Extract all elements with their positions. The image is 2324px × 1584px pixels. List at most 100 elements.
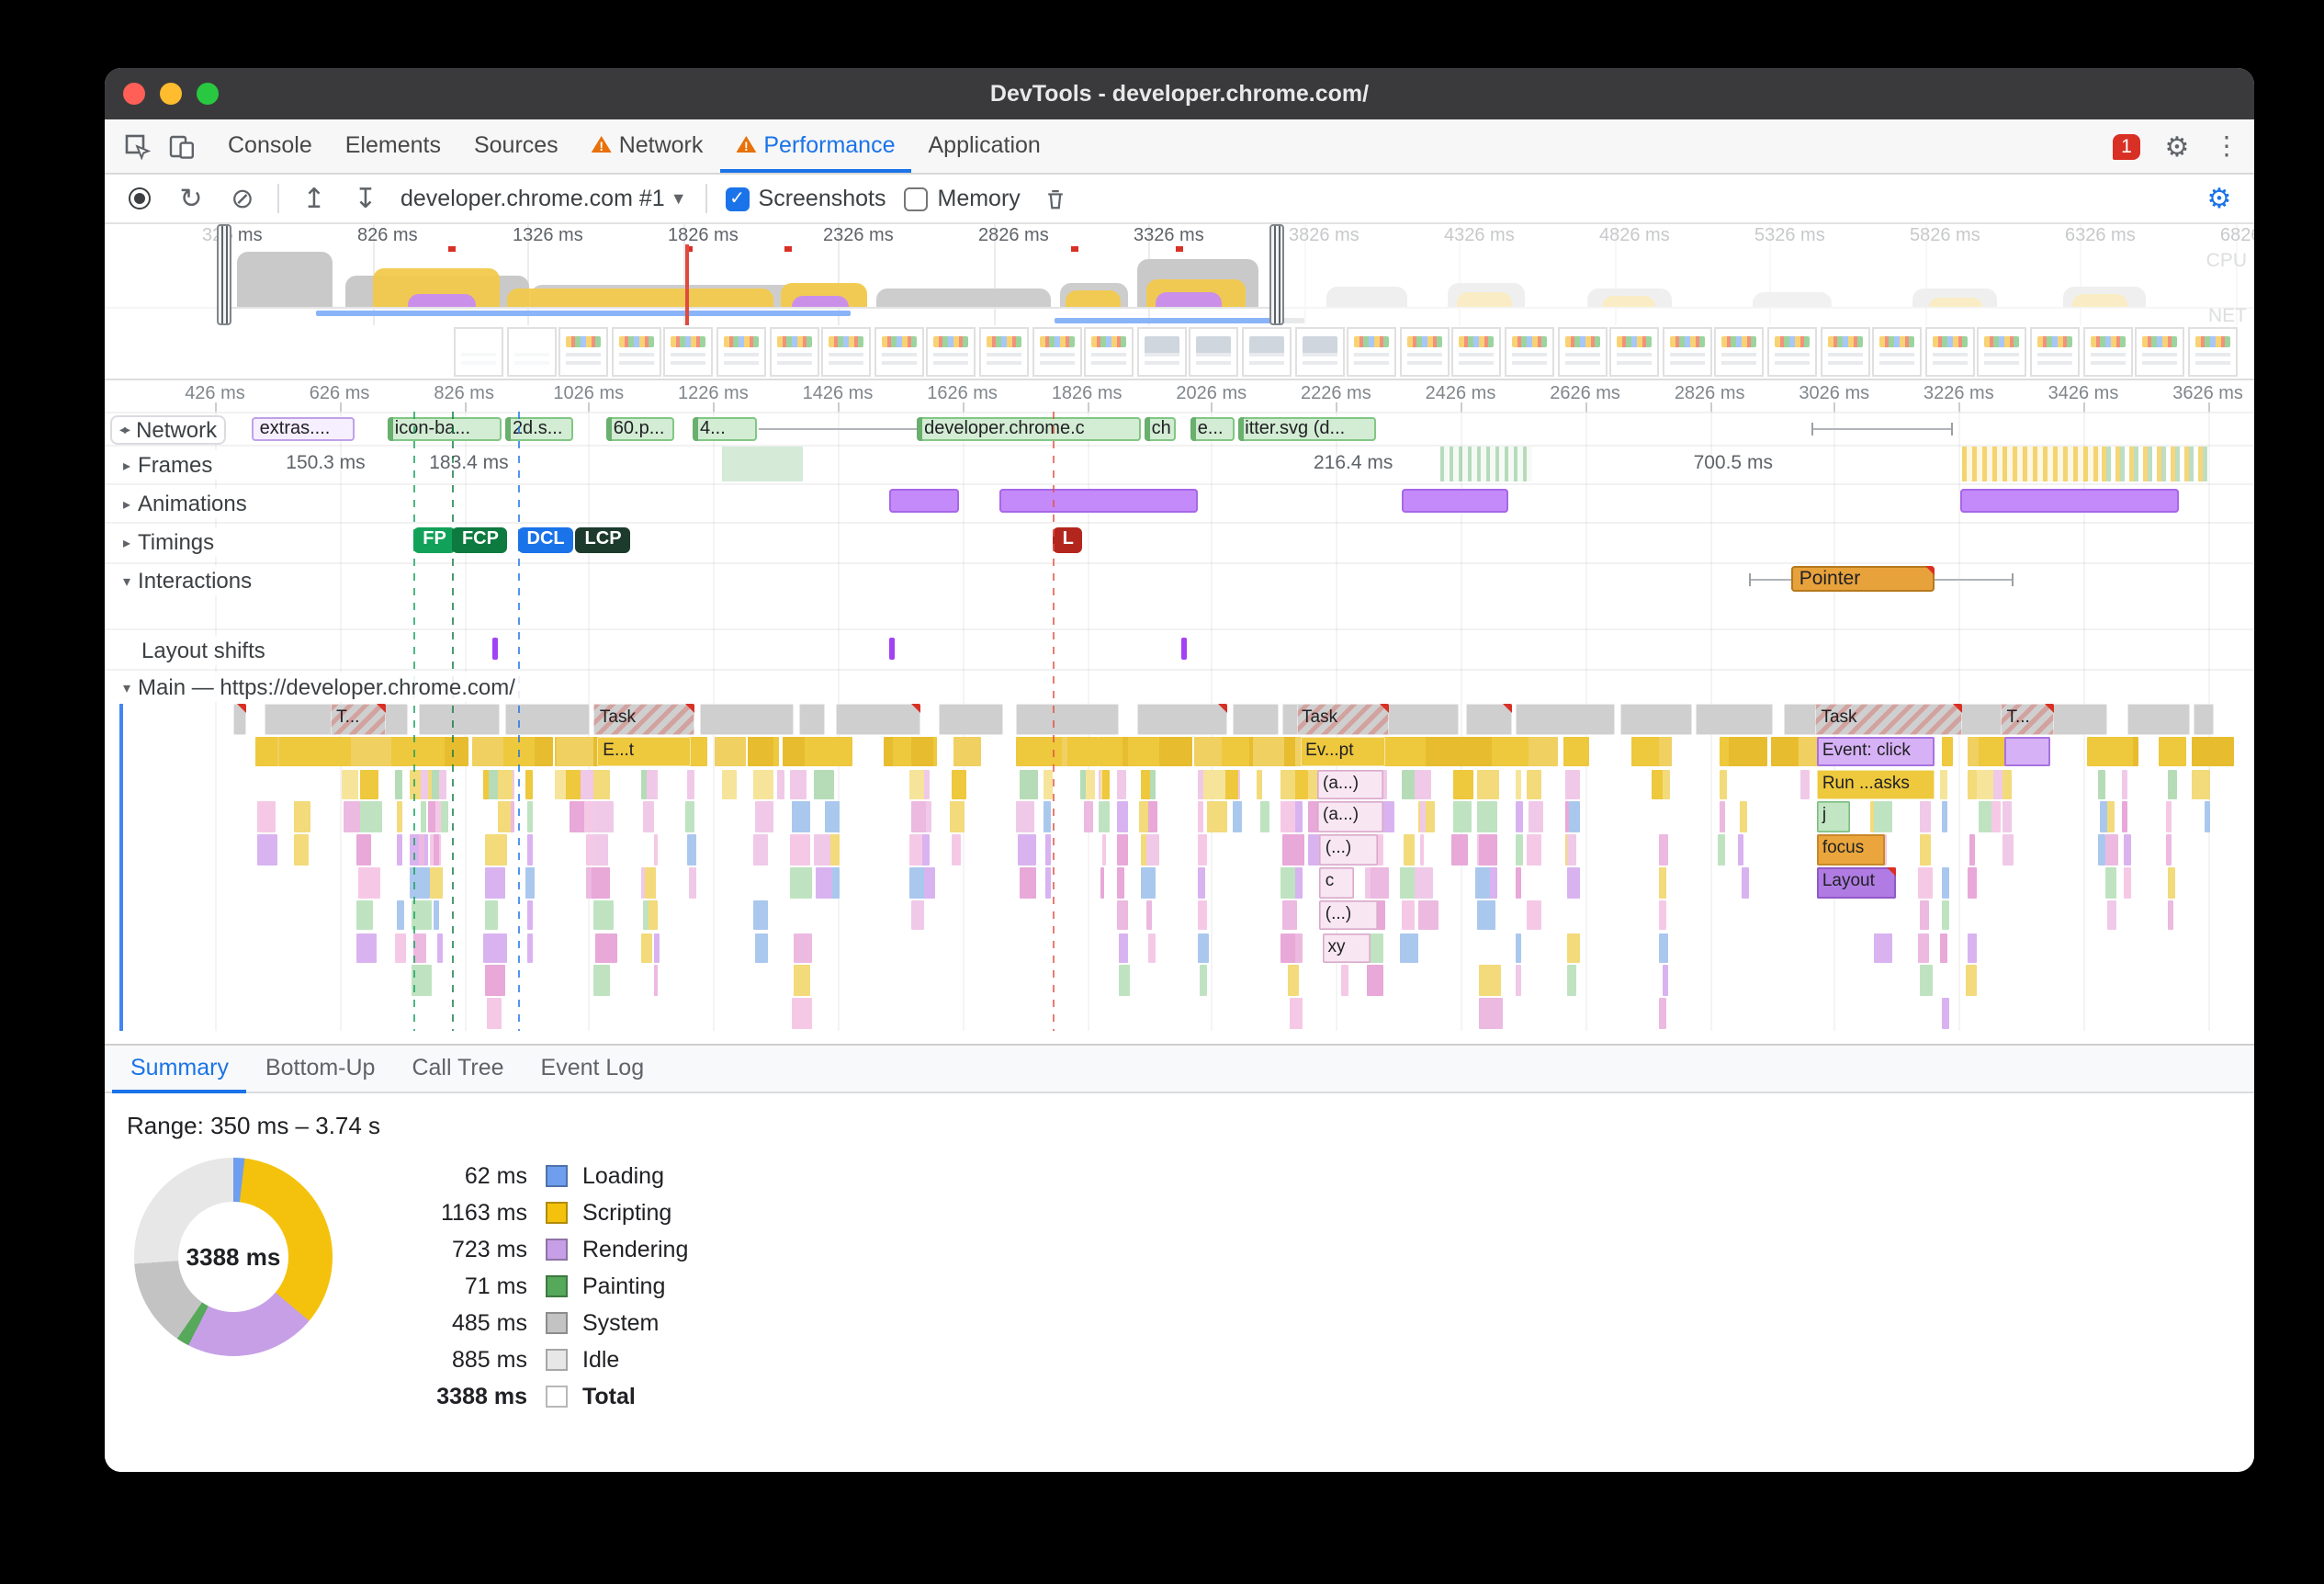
timing-badge-fcp[interactable]: FCP <box>452 527 508 553</box>
tab-console[interactable]: Console <box>211 119 329 173</box>
details-tab-event-log[interactable]: Event Log <box>540 1055 645 1081</box>
flame-event[interactable]: Task <box>593 704 694 734</box>
track-label-main[interactable]: ▾ Main — https://developer.chrome.com/ <box>116 673 523 702</box>
filmstrip-screenshot[interactable] <box>1084 327 1134 377</box>
track-label-frames[interactable]: ▸ Frames <box>116 450 220 480</box>
filmstrip-screenshot[interactable] <box>663 327 714 377</box>
flame-event[interactable]: Task <box>1296 704 1389 734</box>
capture-settings-icon[interactable]: ⚙ <box>2206 183 2232 214</box>
filmstrip-screenshot[interactable] <box>1505 327 1554 377</box>
filmstrip-screenshot[interactable] <box>769 327 819 377</box>
frame-block[interactable] <box>1961 447 2100 481</box>
network-request[interactable]: ch <box>1144 416 1176 440</box>
frame-block[interactable] <box>2101 447 2211 481</box>
flame-event[interactable]: (a...) <box>1317 801 1383 832</box>
filmstrip-screenshot[interactable] <box>1242 327 1292 377</box>
network-request[interactable]: extras.... <box>252 416 355 440</box>
filmstrip-screenshot[interactable] <box>1767 327 1817 377</box>
flame-event[interactable]: j <box>1816 801 1851 832</box>
network-request[interactable]: 2d.s... <box>504 416 573 440</box>
chevron-collapsed-icon[interactable]: ▸ <box>123 457 131 473</box>
load-profile-icon[interactable]: ↥ <box>302 183 326 214</box>
filmstrip-screenshot[interactable] <box>716 327 766 377</box>
animation-bar[interactable] <box>999 489 1198 513</box>
network-request[interactable]: itter.svg (d... <box>1237 416 1376 440</box>
frame-block[interactable] <box>1440 447 1532 481</box>
timing-badge-fp[interactable]: FP <box>413 527 456 553</box>
flame-event[interactable]: (...) <box>1319 834 1379 866</box>
layout-shift-mark[interactable] <box>888 638 895 660</box>
filmstrip-screenshot[interactable] <box>1399 327 1450 377</box>
animation-bar[interactable] <box>1960 489 2180 513</box>
close-button[interactable] <box>123 83 145 105</box>
overview-left-handle[interactable] <box>217 224 232 325</box>
flame-event[interactable]: T... <box>331 704 386 734</box>
filmstrip-screenshot[interactable] <box>2135 327 2185 377</box>
flame-event[interactable]: focus <box>1816 834 1886 866</box>
filmstrip-screenshot[interactable] <box>1924 327 1975 377</box>
filmstrip-screenshot[interactable] <box>1136 327 1187 377</box>
filmstrip-screenshot[interactable] <box>506 327 557 377</box>
track-label-network[interactable]: ◂▸ Network <box>110 415 227 445</box>
filmstrip-screenshot[interactable] <box>1189 327 1239 377</box>
filmstrip-screenshot[interactable] <box>821 327 872 377</box>
tab-elements[interactable]: Elements <box>329 119 457 173</box>
clear-recording-icon[interactable]: ⊘ <box>231 183 254 214</box>
filmstrip-screenshot[interactable] <box>2082 327 2133 377</box>
filmstrip-screenshot[interactable] <box>611 327 661 377</box>
flame-event[interactable]: Ev...pt <box>1300 736 1386 767</box>
inspect-icon[interactable] <box>116 119 160 173</box>
flame-event[interactable]: (a...) <box>1317 769 1383 800</box>
filmstrip-screenshot[interactable] <box>1609 327 1660 377</box>
details-tab-call-tree[interactable]: Call Tree <box>412 1055 504 1081</box>
filmstrip-screenshot[interactable] <box>926 327 976 377</box>
filmstrip-screenshot[interactable] <box>1294 327 1345 377</box>
overview-right-handle[interactable] <box>1269 224 1284 325</box>
details-tab-bottom-up[interactable]: Bottom-Up <box>265 1055 376 1081</box>
network-request[interactable]: e... <box>1190 416 1235 440</box>
flame-event[interactable] <box>2003 736 2050 767</box>
filmstrip-screenshot[interactable] <box>1977 327 2027 377</box>
filmstrip-screenshot[interactable] <box>1872 327 1923 377</box>
network-request[interactable]: 4... <box>693 416 757 440</box>
timing-badge-lcp[interactable]: LCP <box>575 527 631 553</box>
error-count-badge[interactable]: 1 <box>2113 133 2140 159</box>
memory-checkbox[interactable]: Memory <box>904 186 1021 211</box>
filmstrip-screenshot[interactable] <box>558 327 609 377</box>
flame-event[interactable]: Run ...asks <box>1816 769 1935 800</box>
settings-gear-icon[interactable]: ⚙ <box>2164 131 2190 163</box>
flame-event[interactable]: E...t <box>597 736 691 767</box>
filmstrip-screenshot[interactable] <box>1557 327 1608 377</box>
reload-and-record-icon[interactable]: ↻ <box>179 183 203 214</box>
filmstrip-screenshot[interactable] <box>1662 327 1712 377</box>
flame-event[interactable]: (...) <box>1319 899 1379 931</box>
track-label-animations[interactable]: ▸ Animations <box>116 489 254 518</box>
details-tab-summary[interactable]: Summary <box>112 1046 247 1093</box>
network-request[interactable]: developer.chrome.c <box>917 416 1141 440</box>
minimize-button[interactable] <box>160 83 182 105</box>
network-request[interactable]: 60.p... <box>605 416 674 440</box>
titlebar[interactable]: DevTools - developer.chrome.com/ <box>105 68 2254 119</box>
screenshots-checkbox[interactable]: ✓ Screenshots <box>725 186 886 211</box>
save-profile-icon[interactable]: ↧ <box>354 183 378 214</box>
tab-network[interactable]: ! Network <box>575 119 720 173</box>
flame-event[interactable]: T... <box>2001 704 2054 734</box>
filmstrip-screenshot[interactable] <box>1032 327 1082 377</box>
interaction-bar[interactable]: Pointer <box>1791 566 1935 592</box>
chevron-collapsed-icon[interactable]: ▸ <box>123 534 131 550</box>
filmstrip-screenshot[interactable] <box>1451 327 1502 377</box>
filmstrip-screenshot[interactable] <box>2030 327 2080 377</box>
tab-application[interactable]: Application <box>912 119 1057 173</box>
zoom-button[interactable] <box>197 83 219 105</box>
flame-event[interactable]: xy <box>1322 933 1371 964</box>
filmstrip-screenshot[interactable] <box>874 327 924 377</box>
filmstrip-screenshot[interactable] <box>979 327 1029 377</box>
flame-event[interactable]: Event: click <box>1816 736 1935 767</box>
timing-marker-l[interactable]: L <box>1053 527 1083 553</box>
flame-event[interactable]: c <box>1319 867 1354 898</box>
filmstrip-screenshot[interactable] <box>454 327 503 377</box>
history-dropdown[interactable]: developer.chrome.com #1 ▼ <box>400 186 687 211</box>
flame-event[interactable]: Layout <box>1816 867 1896 898</box>
collect-garbage-icon[interactable] <box>1039 182 1072 215</box>
